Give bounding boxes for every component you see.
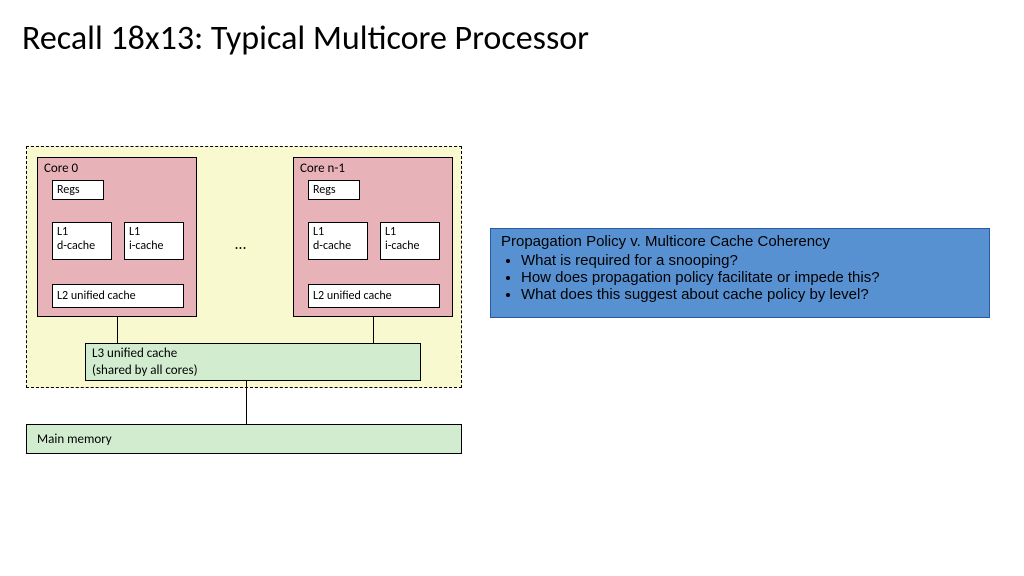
core-0-l2-cache: L2 unified cache	[52, 284, 184, 308]
l3-cache: L3 unified cache (shared by all cores)	[85, 343, 421, 381]
ellipsis: …	[235, 235, 246, 254]
line-l3-mem	[246, 380, 247, 424]
callout-box: Propagation Policy v. Multicore Cache Co…	[490, 228, 990, 318]
callout-bullet-2: How does propagation policy facilitate o…	[521, 269, 979, 286]
callout-bullet-1: What is required for a snooping?	[521, 252, 979, 269]
chip-boundary: Core 0 Regs L1d-cache L1i-cache L2 unifi…	[26, 146, 462, 388]
core-n-1-l1-dcache: L1d-cache	[308, 222, 368, 260]
l3-line1: L3 unified cache	[92, 346, 177, 361]
core-0-label: Core 0	[44, 161, 78, 176]
callout-title: Propagation Policy v. Multicore Cache Co…	[501, 233, 979, 250]
core-n-1: Core n-1 Regs L1d-cache L1i-cache L2 uni…	[293, 157, 453, 317]
main-memory: Main memory	[26, 424, 462, 454]
core-0: Core 0 Regs L1d-cache L1i-cache L2 unifi…	[37, 157, 197, 317]
core-n-1-regs: Regs	[308, 180, 360, 200]
core-n-1-l2-cache: L2 unified cache	[308, 284, 440, 308]
core-0-l1-dcache: L1d-cache	[52, 222, 112, 260]
slide-title: Recall 18x13: Typical Multicore Processo…	[22, 18, 589, 59]
core-n-1-l1-icache: L1i-cache	[380, 222, 440, 260]
core-0-regs: Regs	[52, 180, 104, 200]
callout-bullet-3: What does this suggest about cache polic…	[521, 286, 979, 303]
core-0-l1-icache: L1i-cache	[124, 222, 184, 260]
core-n-1-label: Core n-1	[300, 161, 345, 176]
l3-line2: (shared by all cores)	[92, 363, 198, 378]
